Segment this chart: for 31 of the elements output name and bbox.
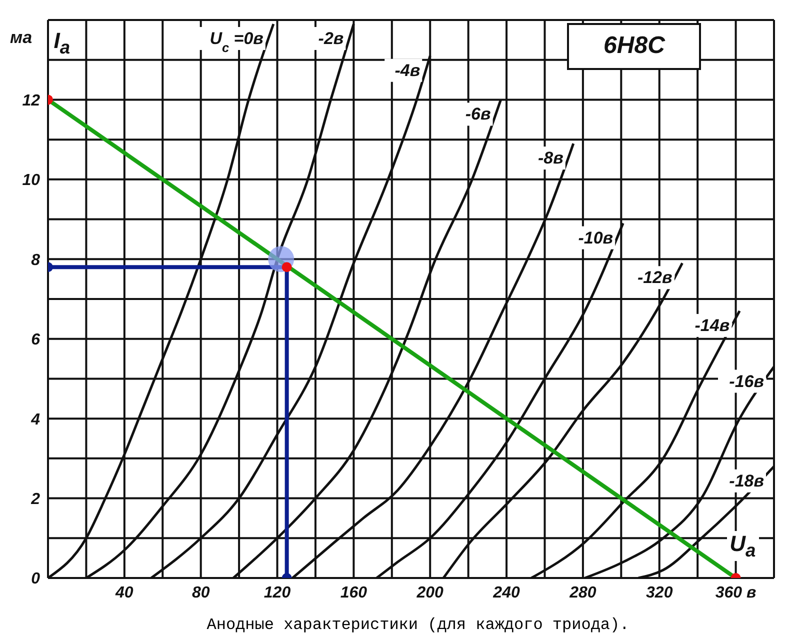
y-tick-label: 2 bbox=[30, 490, 40, 508]
x-tick-label: 240 bbox=[492, 584, 520, 602]
y-tick-label: 0 bbox=[31, 570, 40, 588]
x-tick-label: 360 в bbox=[715, 584, 757, 602]
series-label: U$_{c}$ =0в bbox=[210, 28, 264, 54]
y-tick-label: 6 bbox=[31, 332, 40, 349]
y-axis-title: I$_{a}$ bbox=[54, 28, 70, 59]
x-axis-title: U$_{a}$ bbox=[726, 530, 759, 561]
series-label: -12в bbox=[637, 268, 672, 288]
text: ма bbox=[10, 28, 32, 48]
x-tick-label: 40 bbox=[114, 584, 134, 602]
text: Анодные характеристики (для каждого триода). bbox=[206, 616, 630, 634]
series-label: -14в bbox=[694, 316, 730, 335]
series-label: -8в bbox=[538, 148, 564, 168]
x-tick-label: 160 bbox=[340, 584, 368, 602]
x-tick-label: 320 bbox=[646, 584, 673, 602]
text: 6Н8С bbox=[567, 22, 702, 70]
series-label: -2в bbox=[318, 28, 344, 48]
x-tick-label: 120 bbox=[264, 584, 291, 602]
y-tick-label: 12 bbox=[22, 92, 40, 110]
x-tick-label: 200 bbox=[416, 584, 444, 602]
series-label: -16в bbox=[729, 372, 764, 391]
series-label: -4в bbox=[394, 60, 420, 80]
series-label: -18в bbox=[729, 471, 764, 490]
y-tick-label: 10 bbox=[22, 172, 40, 190]
x-tick-label: 280 bbox=[568, 584, 596, 602]
series-label: -6в bbox=[465, 104, 491, 124]
y-tick-label: 4 bbox=[30, 411, 40, 428]
y-tick-label: 8 bbox=[31, 252, 40, 269]
x-tick-label: 80 bbox=[192, 584, 210, 602]
series-label: -10в bbox=[578, 228, 614, 248]
